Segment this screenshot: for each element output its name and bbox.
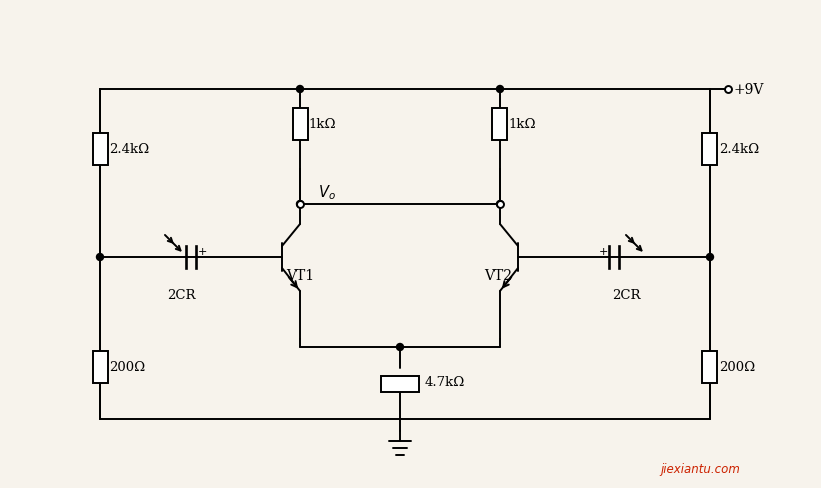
Circle shape xyxy=(97,254,103,261)
Text: +9V: +9V xyxy=(734,83,764,97)
Bar xyxy=(93,351,108,383)
Circle shape xyxy=(497,201,503,208)
Text: 2CR: 2CR xyxy=(612,289,640,302)
Circle shape xyxy=(296,86,304,93)
Circle shape xyxy=(707,254,713,261)
Text: +: + xyxy=(198,246,208,257)
Text: VT2: VT2 xyxy=(484,268,512,283)
Text: 2.4kΩ: 2.4kΩ xyxy=(109,143,149,156)
Text: 4.7kΩ: 4.7kΩ xyxy=(425,376,466,389)
Bar xyxy=(703,134,718,165)
Bar xyxy=(381,376,419,392)
Bar xyxy=(93,134,108,165)
Text: 2.4kΩ: 2.4kΩ xyxy=(719,143,759,156)
Text: 200Ω: 200Ω xyxy=(109,361,145,374)
Text: $V_o$: $V_o$ xyxy=(318,183,336,202)
Circle shape xyxy=(296,201,304,208)
Text: VT1: VT1 xyxy=(286,268,314,283)
Text: 1kΩ: 1kΩ xyxy=(508,118,535,131)
Bar xyxy=(292,109,308,141)
Text: 2CR: 2CR xyxy=(167,289,195,302)
Text: 1kΩ: 1kΩ xyxy=(308,118,336,131)
Bar xyxy=(493,109,507,141)
Circle shape xyxy=(497,86,503,93)
Text: +: + xyxy=(599,246,608,257)
Text: 200Ω: 200Ω xyxy=(719,361,755,374)
Bar xyxy=(703,351,718,383)
Circle shape xyxy=(397,344,403,351)
Text: jiexiantu.com: jiexiantu.com xyxy=(660,463,740,475)
